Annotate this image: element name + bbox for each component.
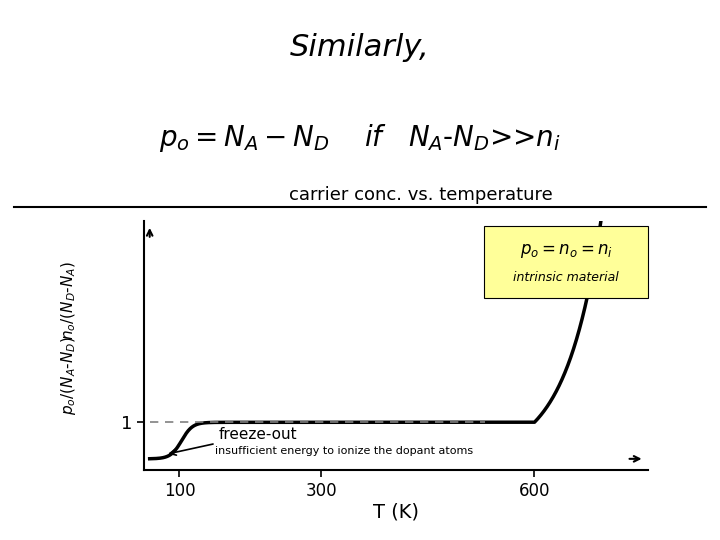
Text: freeze-out: freeze-out [170,427,297,455]
Text: intrinsic material: intrinsic material [513,271,619,285]
Text: Similarly,: Similarly, [290,33,430,62]
Text: carrier conc. vs. temperature: carrier conc. vs. temperature [289,186,553,204]
Text: T (K): T (K) [373,503,419,522]
Text: $p_o/(N_A$-$N_D)$: $p_o/(N_A$-$N_D)$ [59,336,78,415]
Text: insufficient energy to ionize the dopant atoms: insufficient energy to ionize the dopant… [215,446,473,456]
FancyBboxPatch shape [484,226,648,299]
Text: $p_o= n_o= n_i$: $p_o= n_o= n_i$ [520,242,613,260]
Text: $\boldsymbol{p_o}$$= N_A - N_D$    $\it{if}$   $N_A$-$N_D$>>$n_i$: $\boldsymbol{p_o}$$= N_A - N_D$ $\it{if}… [159,122,561,154]
Text: $n_o/(N_D$-$N_A)$: $n_o/(N_D$-$N_A)$ [59,261,78,340]
